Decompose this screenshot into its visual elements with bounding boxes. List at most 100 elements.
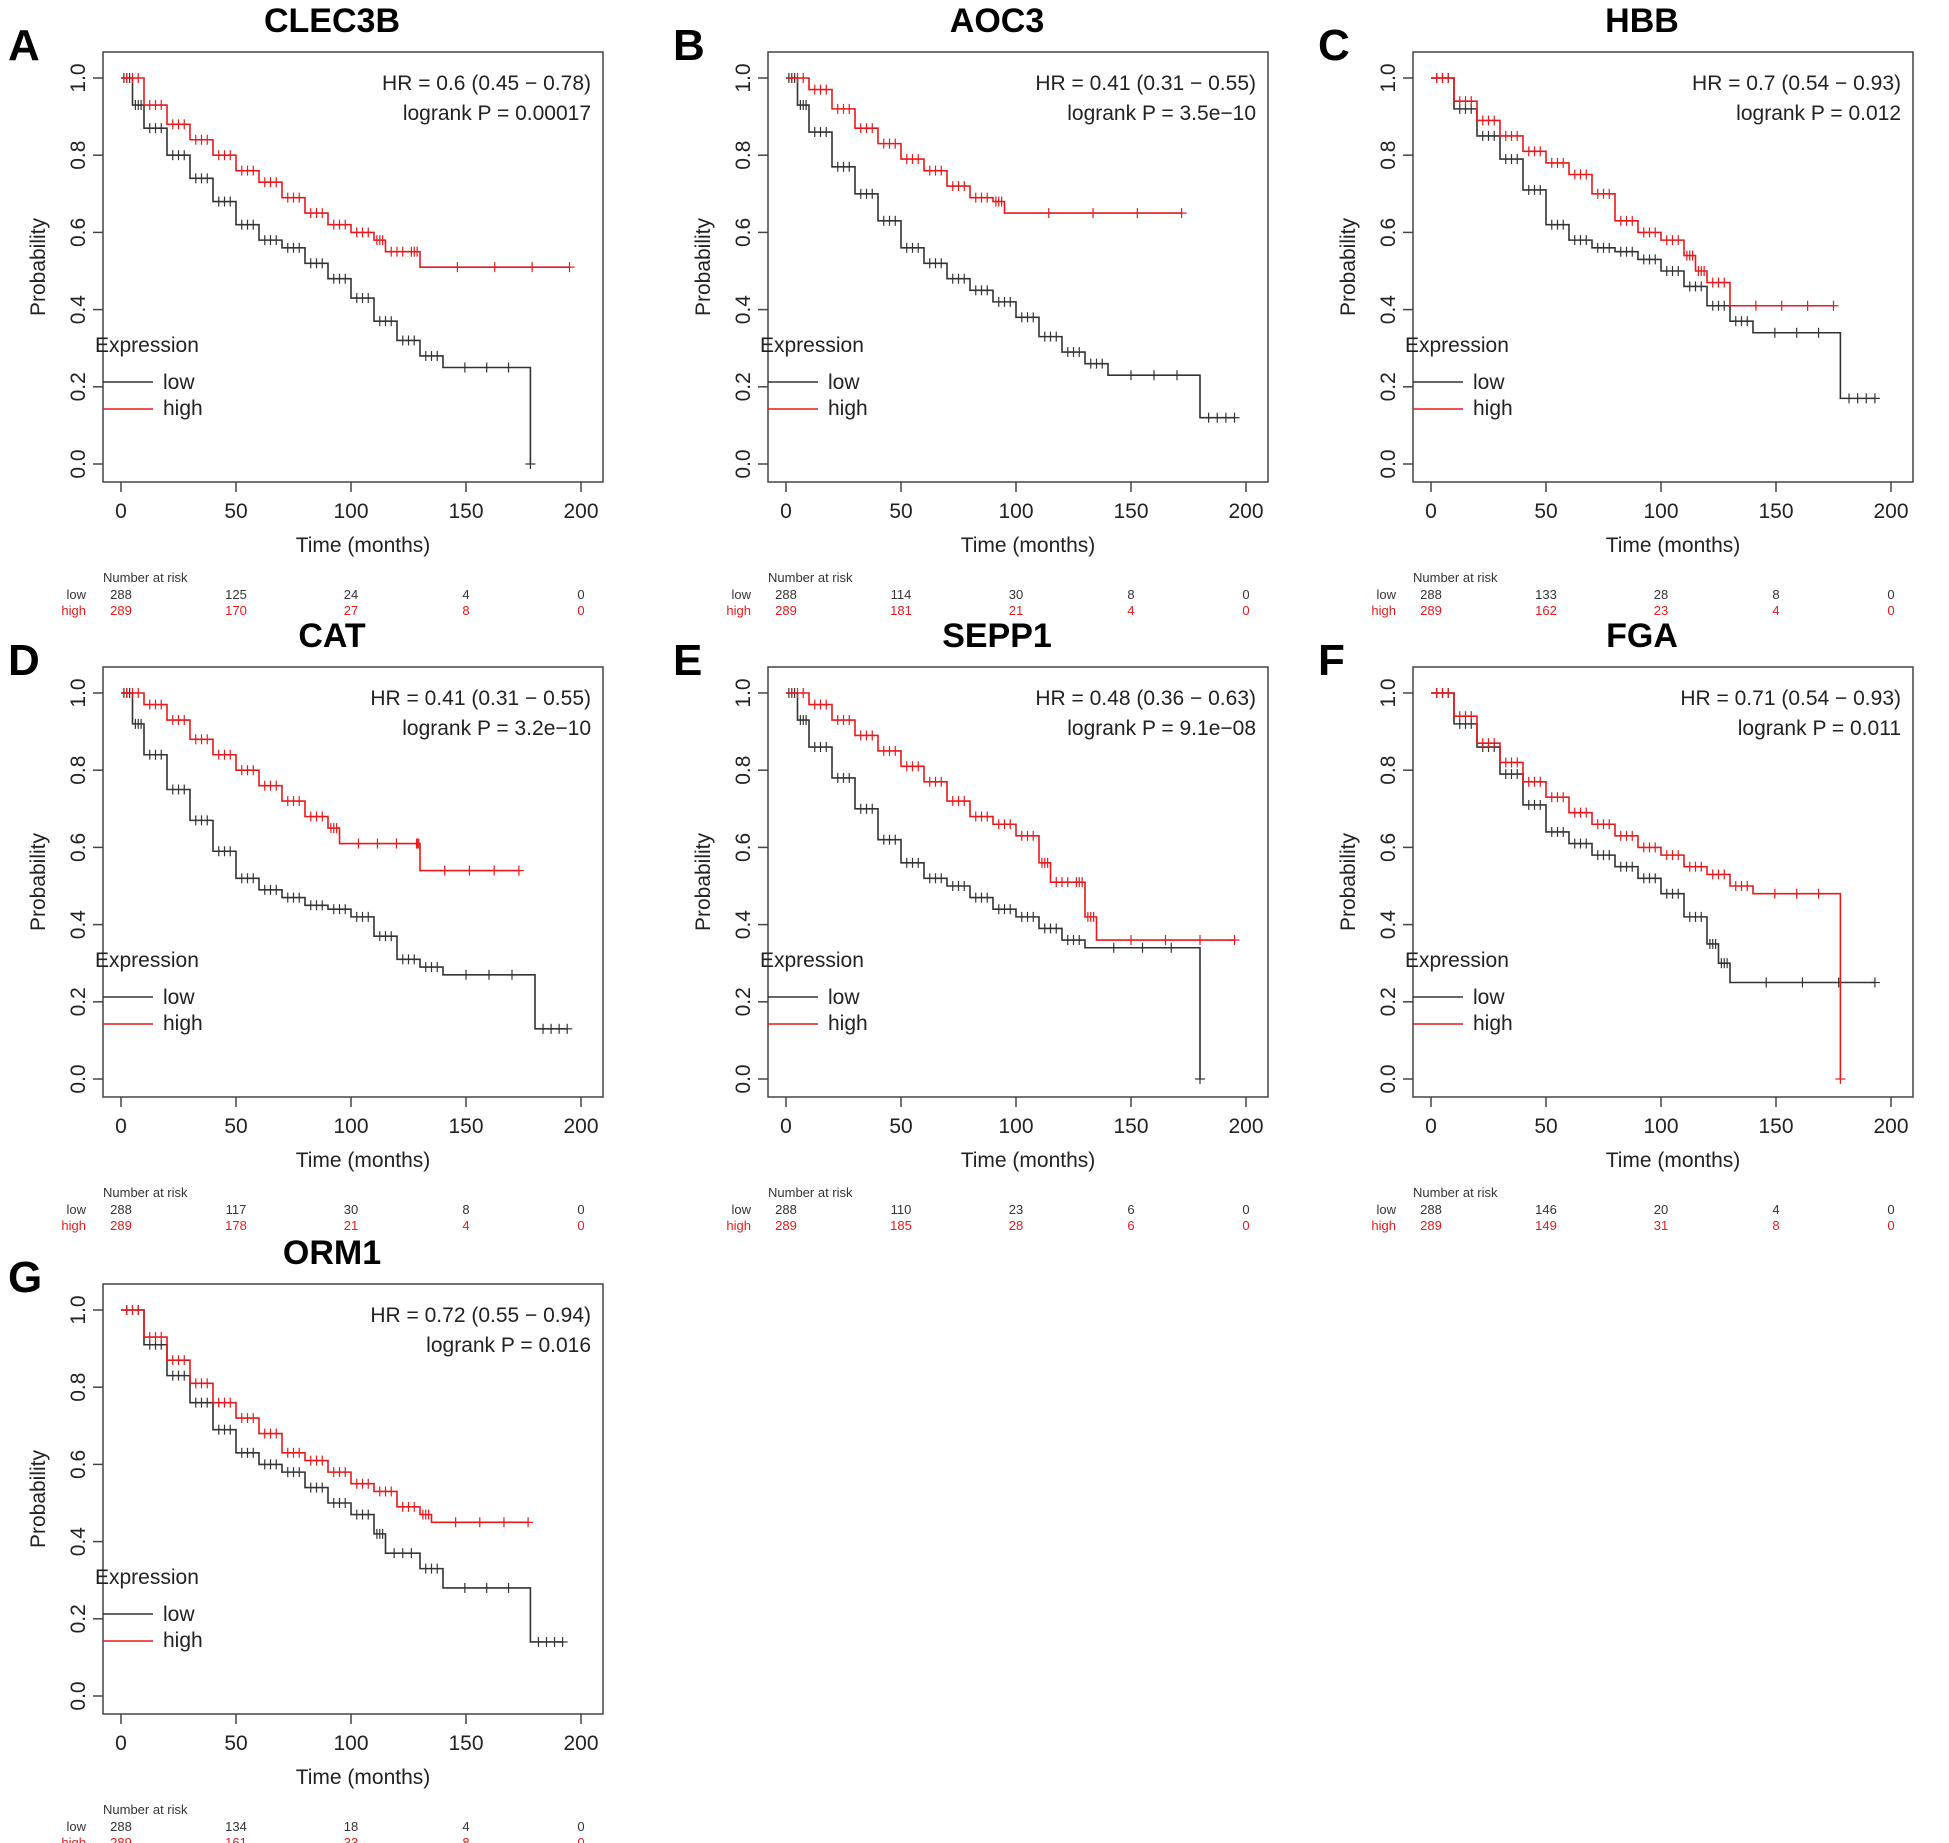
risk-count-low: 288: [110, 1202, 132, 1217]
gene-title: CLEC3B: [264, 2, 400, 40]
risk-count-high: 181: [890, 603, 912, 618]
survival-curve-low: [1431, 77, 1875, 400]
risk-count-low: 0: [577, 1202, 584, 1217]
survival-curve-low: [121, 692, 568, 1030]
logrank-p-value: logrank P = 0.00017: [403, 102, 591, 125]
risk-row-label-high: high: [1371, 1218, 1396, 1233]
risk-count-high: 170: [225, 603, 247, 618]
x-tick-label: 50: [224, 1115, 247, 1138]
x-tick-label: 50: [889, 1115, 912, 1138]
gene-title: ORM1: [283, 1234, 381, 1272]
x-tick-label: 200: [1873, 1115, 1908, 1138]
y-tick-label: 0.2: [1377, 372, 1400, 401]
y-tick-label: 0.8: [1377, 756, 1400, 785]
x-tick-label: 150: [448, 1115, 483, 1138]
hazard-ratio: HR = 0.71 (0.54 − 0.93): [1680, 687, 1901, 710]
logrank-p-value: logrank P = 0.012: [1736, 102, 1901, 125]
y-tick-label: 0.2: [732, 372, 755, 401]
y-axis-label: Probability: [1337, 832, 1360, 931]
x-tick-label: 100: [333, 1732, 368, 1755]
survival-curve-high: [786, 77, 1182, 214]
risk-count-high: 23: [1654, 603, 1668, 618]
legend-label-high: high: [1473, 1012, 1513, 1035]
risk-count-high: 289: [775, 1218, 797, 1233]
risk-count-high: 31: [1654, 1218, 1668, 1233]
legend-label-high: high: [1473, 397, 1513, 420]
legend-label-low: low: [1473, 371, 1505, 394]
legend-title: Expression: [1405, 334, 1509, 357]
risk-count-low: 28: [1654, 587, 1668, 602]
risk-count-low: 6: [1127, 1202, 1134, 1217]
survival-curve-low: [786, 692, 1201, 1079]
risk-table-header: Number at risk: [103, 1802, 188, 1817]
gene-title: HBB: [1605, 2, 1679, 40]
risk-count-low: 0: [1242, 1202, 1249, 1217]
y-tick-label: 0.4: [1377, 910, 1400, 940]
risk-count-high: 149: [1535, 1218, 1557, 1233]
risk-count-high: 289: [1420, 603, 1442, 618]
risk-count-low: 288: [775, 587, 797, 602]
x-axis-label: Time (months): [961, 1149, 1096, 1172]
risk-count-high: 289: [775, 603, 797, 618]
risk-count-low: 0: [1887, 587, 1894, 602]
legend-title: Expression: [760, 334, 864, 357]
risk-row-label-low: low: [731, 1202, 751, 1217]
hazard-ratio: HR = 0.48 (0.36 − 0.63): [1035, 687, 1256, 710]
risk-row-label-low: low: [66, 1819, 86, 1834]
risk-count-low: 0: [577, 587, 584, 602]
y-tick-label: 0.2: [732, 987, 755, 1016]
km-panel-c: C HBB 0.0 0.2 0.4 0.6 0.8 1.0 0 50 100 150 200 Time (…: [1318, 2, 1914, 618]
risk-count-low: 0: [577, 1819, 584, 1834]
survival-curve-high: [786, 692, 1235, 941]
km-panel-a: A CLEC3B 0.0 0.2 0.4 0.6 0.8 1.0 0 50 100 150 200 Tim…: [8, 2, 604, 618]
x-tick-label: 0: [115, 1115, 127, 1138]
risk-count-low: 4: [462, 587, 469, 602]
risk-count-low: 4: [462, 1819, 469, 1834]
risk-count-low: 146: [1535, 1202, 1557, 1217]
risk-row-label-low: low: [1376, 587, 1396, 602]
risk-count-high: 0: [577, 1835, 584, 1843]
x-tick-label: 100: [998, 1115, 1033, 1138]
y-tick-label: 0.0: [1377, 449, 1400, 478]
risk-table-header: Number at risk: [103, 570, 188, 585]
risk-count-high: 0: [577, 1218, 584, 1233]
risk-count-high: 6: [1127, 1218, 1134, 1233]
risk-count-high: 21: [1009, 603, 1023, 618]
risk-count-high: 289: [1420, 1218, 1442, 1233]
x-axis-label: Time (months): [296, 534, 431, 557]
x-tick-label: 50: [889, 500, 912, 523]
legend-title: Expression: [1405, 949, 1509, 972]
y-tick-label: 0.6: [67, 1450, 90, 1479]
risk-row-label-high: high: [61, 1218, 86, 1233]
y-tick-label: 1.0: [67, 678, 90, 707]
risk-count-high: 4: [1127, 603, 1134, 618]
y-axis-label: Probability: [692, 832, 715, 931]
logrank-p-value: logrank P = 0.016: [426, 1334, 591, 1357]
risk-count-low: 20: [1654, 1202, 1668, 1217]
risk-count-low: 133: [1535, 587, 1557, 602]
legend-label-low: low: [163, 1603, 195, 1626]
plot-frame: [102, 666, 604, 1098]
gene-title: FGA: [1606, 617, 1678, 655]
risk-count-low: 288: [1420, 587, 1442, 602]
x-tick-label: 200: [563, 500, 598, 523]
y-tick-label: 0.2: [67, 372, 90, 401]
risk-row-label-low: low: [66, 587, 86, 602]
risk-count-low: 114: [891, 587, 912, 602]
x-tick-label: 50: [1534, 500, 1557, 523]
survival-curve-high: [121, 77, 570, 268]
risk-table-header: Number at risk: [768, 1185, 853, 1200]
y-tick-label: 0.4: [67, 910, 90, 940]
panel-letter: D: [8, 636, 40, 685]
y-tick-label: 0.6: [732, 833, 755, 862]
y-tick-label: 0.4: [732, 910, 755, 940]
legend-label-high: high: [163, 397, 203, 420]
risk-table-header: Number at risk: [1413, 570, 1498, 585]
panel-letter: A: [8, 21, 40, 70]
risk-count-low: 8: [1127, 587, 1134, 602]
legend-title: Expression: [760, 949, 864, 972]
plot-frame: [767, 51, 1269, 483]
legend-label-high: high: [828, 1012, 868, 1035]
x-tick-label: 200: [1873, 500, 1908, 523]
